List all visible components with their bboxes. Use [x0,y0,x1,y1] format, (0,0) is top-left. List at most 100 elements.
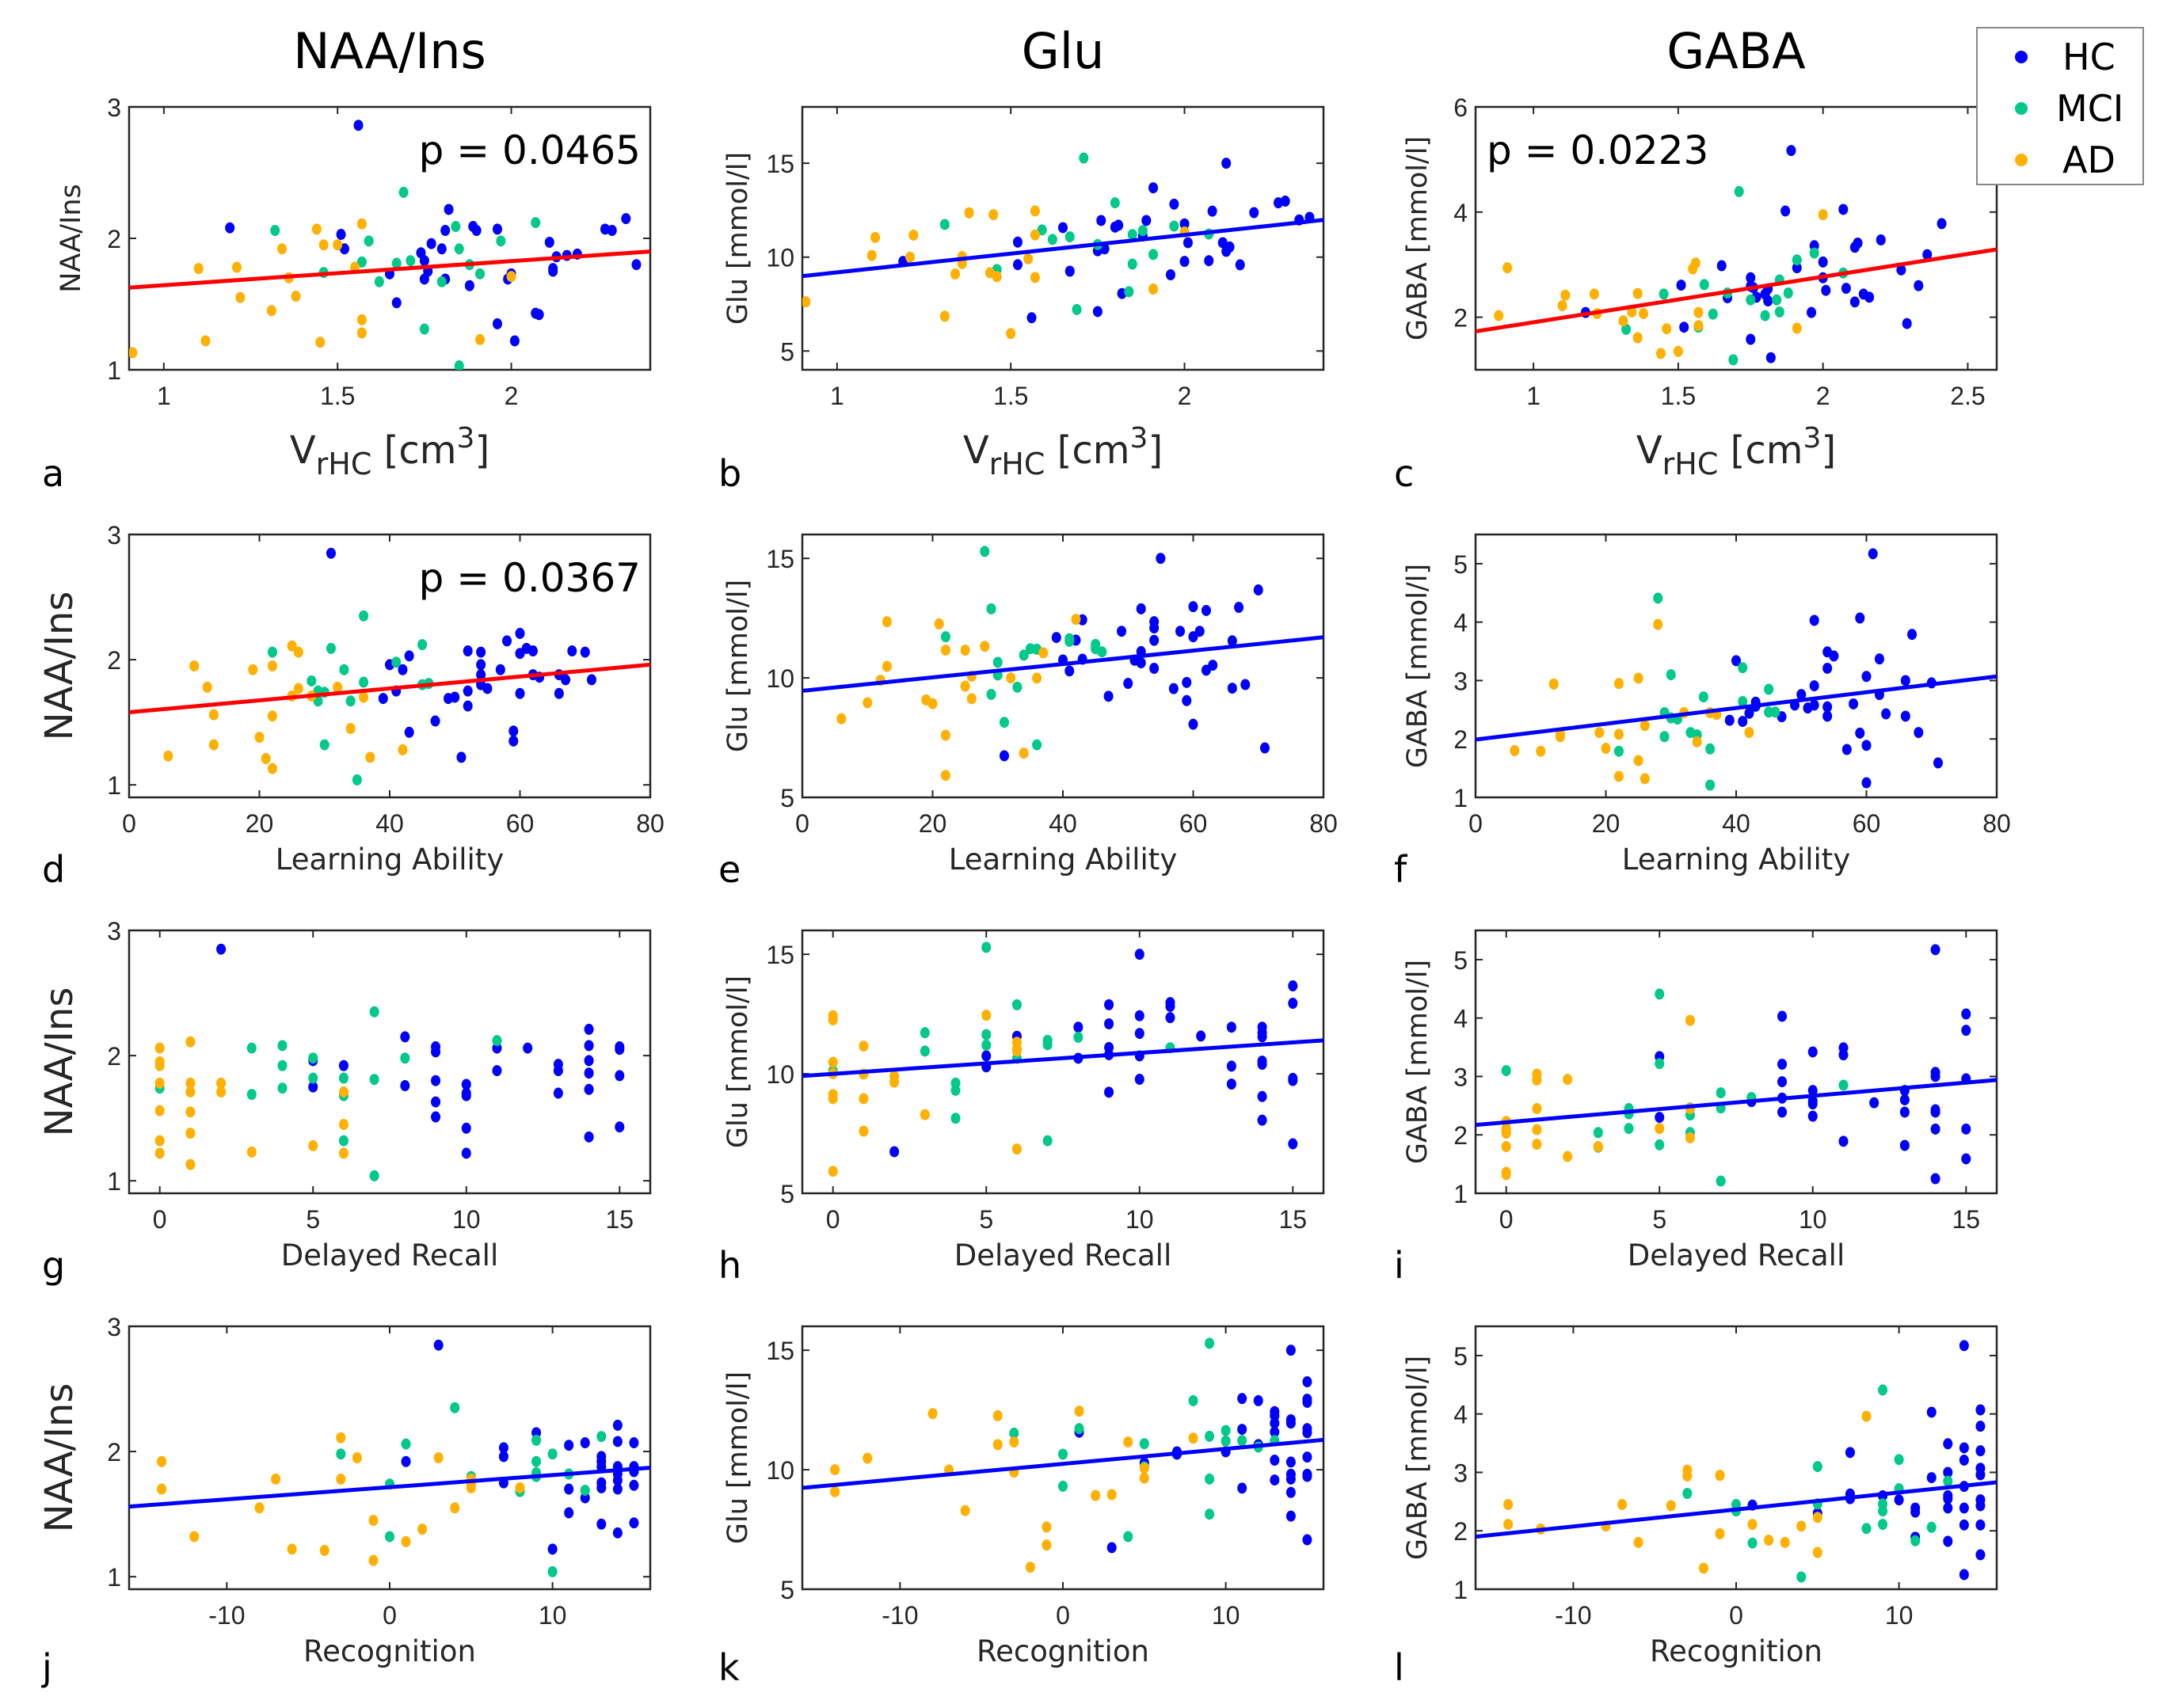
y-tick-label: 2 [1453,304,1468,333]
x-tick-label: 10 [539,1601,567,1630]
data-point-hc [1270,1417,1280,1429]
data-point-ad [185,1077,196,1089]
y-tick-label: 3 [107,1313,121,1341]
data-point-ad [433,1452,444,1463]
data-point-mci [336,1448,346,1460]
data-point-hc [1746,333,1756,345]
data-point-mci [1205,1430,1215,1442]
series-hc [898,158,1315,324]
data-point-hc [1864,291,1875,303]
data-point-hc [1943,1493,1953,1504]
data-point-hc [1975,1519,1986,1531]
data-point-ad [960,645,970,656]
data-point-ad [1560,289,1571,301]
data-point-hc [1183,237,1193,249]
data-point-hc [1975,1469,1986,1481]
y-tick-label: 2 [107,1042,121,1071]
data-point-mci [1698,691,1708,703]
plot-content [802,941,1323,1177]
data-point-ad [154,1042,165,1054]
data-point-mci [1738,662,1748,674]
panel-letter: a [42,452,64,495]
data-point-hc [1914,727,1924,739]
data-point-ad [287,640,297,652]
data-point-ad [1693,306,1704,318]
data-point-ad [1038,647,1049,659]
data-point-ad [1613,770,1624,782]
data-point-ad [1627,306,1637,318]
data-point-ad [981,1010,992,1021]
y-tick-label: 3 [1453,1063,1468,1091]
data-point-ad [964,207,974,219]
data-point-hc [502,635,512,647]
data-point-mci [596,1431,607,1443]
data-point-ad [1139,1462,1149,1474]
data-point-mci [1621,323,1632,335]
data-point-mci [1716,1175,1726,1187]
data-point-hc [1302,1427,1312,1439]
data-point-hc [1136,603,1146,614]
regression-line [129,662,650,714]
data-point-hc [1809,699,1819,711]
data-point-hc [1227,635,1237,647]
data-point-hc [1196,1030,1206,1042]
data-point-hc [1807,1085,1818,1097]
data-point-hc [1148,182,1159,194]
data-point-ad [980,641,990,652]
data-point-hc [508,725,519,737]
data-point-ad [308,1139,318,1151]
x-tick-label: 1 [1526,382,1541,410]
data-point-ad [1042,1539,1052,1551]
data-point-ad [992,1409,1003,1421]
y-tick-label: 3 [1453,1459,1468,1487]
data-point-hc [1257,1059,1267,1071]
data-point-mci [1792,254,1802,266]
legend-marker-ad [2015,154,2028,166]
x-tick-label: -10 [882,1601,918,1630]
data-point-hc [523,1042,533,1054]
data-point-hc [1188,601,1198,613]
x-axis-label: VrHC [cm3] [1636,422,1836,481]
data-point-ad [1032,672,1042,684]
data-point-mci [1032,739,1042,751]
series-ad [157,1432,525,1566]
plot-content [129,120,650,370]
data-point-mci [1812,1461,1822,1473]
data-point-hc [1207,205,1217,217]
data-point-hc [1744,707,1754,719]
data-point-mci [277,1082,288,1094]
panel-letter: d [42,848,65,891]
data-point-ad [336,1432,346,1444]
data-point-ad [1698,1562,1708,1574]
data-point-hc [1288,1075,1298,1086]
data-point-mci [1734,185,1744,197]
data-point-ad [216,1086,227,1097]
data-point-hc [400,1031,410,1043]
data-point-ad [185,1086,196,1097]
panel-e: 0 20 40 60 80 5 10 15 Glu [mmol/l] Learning Abili… [718,533,1338,891]
data-point-mci [950,1113,961,1124]
x-label-unit: [cm [1045,428,1129,473]
data-point-mci [1188,1394,1198,1406]
data-point-hc [1780,205,1791,217]
data-point-mci [454,243,464,255]
data-point-hc [1103,690,1114,702]
data-point-hc [1237,1393,1247,1405]
regression-line [129,249,650,290]
data-point-ad [515,1482,525,1493]
plot-content [129,547,650,786]
data-point-ad [992,1439,1003,1451]
data-point-ad [1011,1143,1022,1155]
y-tick-label: 5 [1453,550,1468,579]
data-point-ad [1030,205,1040,217]
data-point-hc [1175,626,1186,637]
series-ad [828,1010,1022,1177]
data-point-ad [1503,1499,1514,1511]
legend-label-hc: HC [2062,36,2116,78]
data-point-mci [981,1039,992,1051]
data-point-hc [1724,714,1735,726]
data-point-mci [352,774,362,786]
data-point-ad [1030,229,1040,241]
data-point-mci [1728,354,1739,366]
